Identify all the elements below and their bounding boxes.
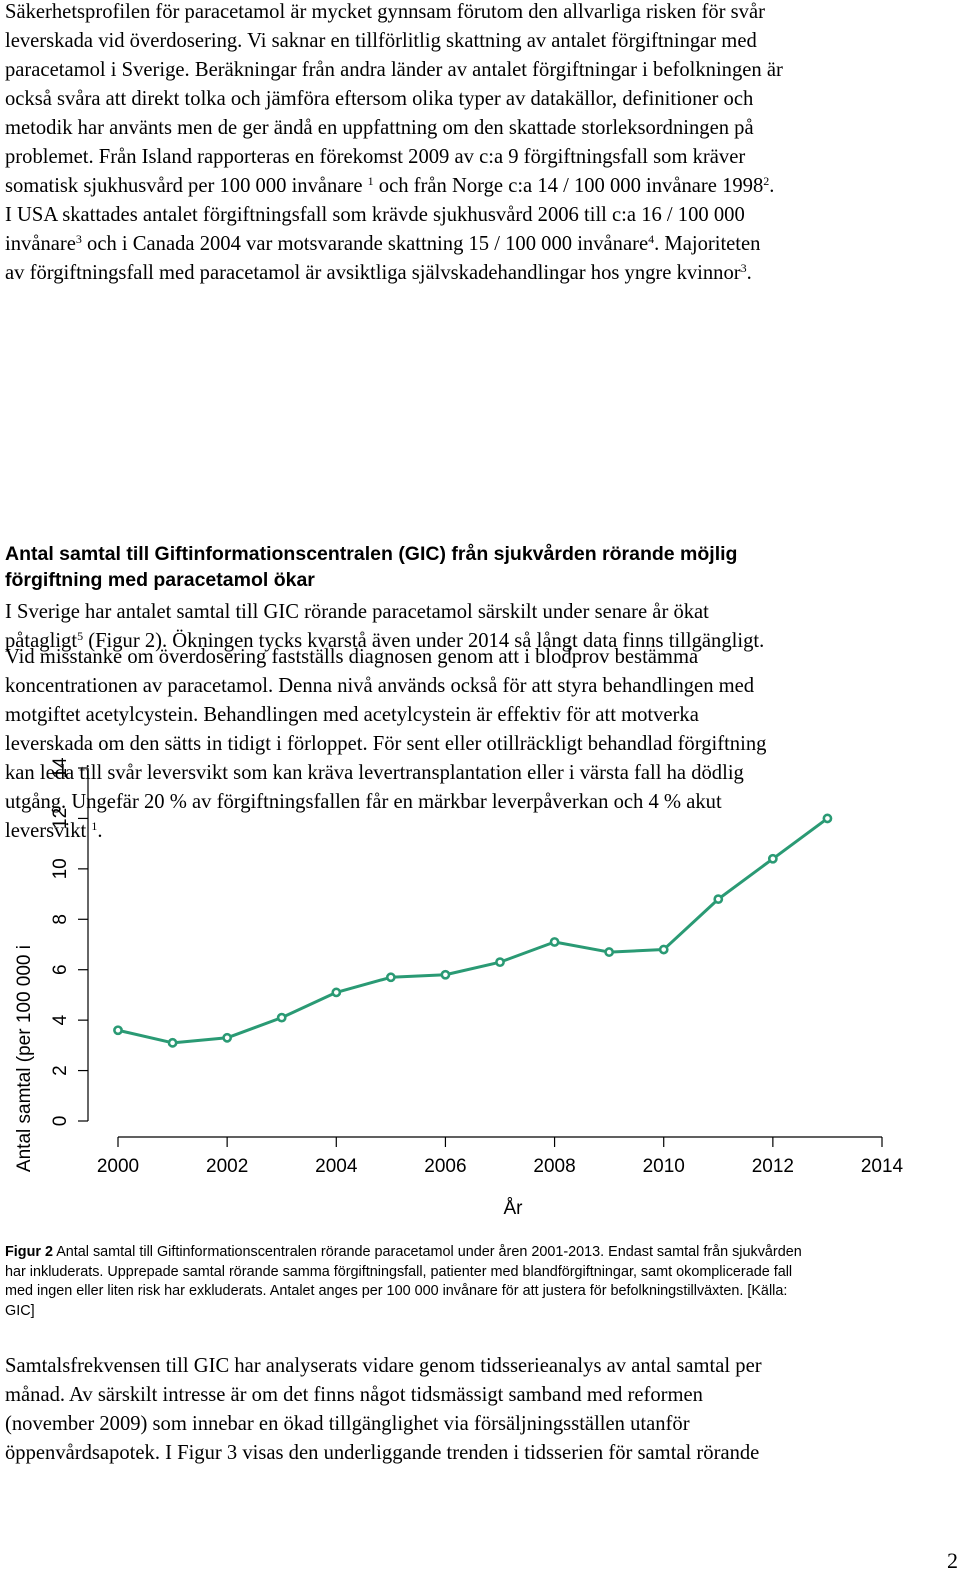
text-fragment: . Majoriteten xyxy=(654,233,761,255)
x-tick-label: 2002 xyxy=(206,1156,248,1177)
heading-line: Antal samtal till Giftinformationscentra… xyxy=(5,543,738,565)
caption-line: Figur 2 Antal samtal till Giftinformatio… xyxy=(5,1243,953,1263)
section-heading: Antal samtal till Giftinformationscentra… xyxy=(5,541,953,593)
reference-superscript: 4 xyxy=(648,232,655,246)
text-line: metodik har använts men de ger ändå en u… xyxy=(5,117,754,139)
data-point xyxy=(167,1037,178,1048)
caption-line: GIC] xyxy=(5,1302,35,1319)
x-tick-label: 2008 xyxy=(533,1156,575,1177)
data-point xyxy=(385,972,396,983)
text-line: leverskada om den sätts in tidigt i förl… xyxy=(5,733,767,755)
y-tick-label: 2 xyxy=(50,1065,71,1076)
text-line: koncentrationen av paracetamol. Denna ni… xyxy=(5,675,755,697)
text-line: också svåra att direkt tolka och jämföra… xyxy=(5,88,754,110)
data-point xyxy=(822,813,833,824)
text-line: paracetamol i Sverige. Beräkningar från … xyxy=(5,59,783,81)
caption-line: med ingen eller liten risk har exkludera… xyxy=(5,1283,788,1299)
x-tick-label: 2014 xyxy=(861,1156,904,1177)
reference-superscript: 1 xyxy=(91,819,98,833)
data-point xyxy=(495,957,505,968)
x-tick-label: 2012 xyxy=(752,1156,794,1177)
text-line: månad. Av särskilt intresse är om det fi… xyxy=(5,1384,703,1406)
x-axis-label: År xyxy=(504,1198,524,1219)
line-chart: 0 2 4 6 8 10 12 14 2000 2002 2004 2006 2008 2010 2012 2… xyxy=(14,757,904,1219)
caption-line: har inkluderats. Upprepade samtal rörand… xyxy=(5,1263,793,1280)
text-line: Samtalsfrekvensen till GIC har analysera… xyxy=(5,1355,762,1377)
text-line: I Sverige har antalet samtal till GIC rö… xyxy=(5,601,709,623)
y-tick-label: 0 xyxy=(50,1116,71,1127)
text-line: av förgiftningsfall med paracetamol är a… xyxy=(5,259,953,288)
y-tick-label: 12 xyxy=(50,808,71,829)
chart-series xyxy=(113,813,833,1048)
text-fragment: . xyxy=(769,175,775,197)
data-point xyxy=(549,937,560,947)
text-line: problemet. Från Island rapporteras en fö… xyxy=(5,146,746,168)
y-axis-label: Antal samtal (per 100 000 i xyxy=(14,945,35,1172)
reference-superscript: 3 xyxy=(740,261,747,275)
text-fragment: . xyxy=(746,262,752,284)
text-line: somatisk sjukhusvård per 100 000 invånar… xyxy=(5,172,953,201)
text-fragment: somatisk sjukhusvård per 100 000 invånar… xyxy=(5,175,368,197)
text-fragment: av förgiftningsfall med paracetamol är a… xyxy=(5,262,741,284)
x-tick-label: 2010 xyxy=(643,1156,685,1177)
data-point xyxy=(276,1012,287,1023)
text-fragment: leversvikt xyxy=(5,820,92,842)
data-point xyxy=(713,894,724,905)
text-fragment: och från Norge c:a 14 / 100 000 invånare… xyxy=(373,175,764,197)
data-point xyxy=(331,987,342,998)
data-point xyxy=(658,944,669,955)
page-number: 2 xyxy=(947,1548,958,1573)
caption-label: Figur 2 xyxy=(5,1244,53,1260)
chart-axes: 0 2 4 6 8 10 12 14 2000 2002 2004 2006 2008 2010 2012 2… xyxy=(50,757,904,1177)
text-line: utgång. Ungefär 20 % av förgiftningsfall… xyxy=(5,791,722,813)
y-tick-label: 10 xyxy=(50,858,71,879)
figure-caption: Figur 2 Antal samtal till Giftinformatio… xyxy=(5,1243,953,1321)
text-line: öppenvårdsapotek. I Figur 3 visas den un… xyxy=(5,1442,760,1464)
text-fragment: påtagligt xyxy=(5,630,78,652)
y-tick-label: 4 xyxy=(50,1014,71,1025)
paragraph-diagnosis: Vid misstanke om överdosering fastställs… xyxy=(5,643,953,846)
y-tick-label: 8 xyxy=(50,914,71,925)
text-fragment: och i Canada 2004 var motsvarande skattn… xyxy=(81,233,649,255)
data-point xyxy=(440,969,451,980)
text-fragment: Antal samtal till Giftinformationscentra… xyxy=(52,1244,802,1260)
reference-superscript: 1 xyxy=(367,174,374,188)
heading-line: förgiftning med paracetamol ökar xyxy=(5,569,315,591)
text-line: leverskada vid överdosering. Vi saknar e… xyxy=(5,30,757,52)
text-line: påtagligt5 (Figur 2). Ökningen tycks kva… xyxy=(5,627,953,656)
reference-superscript: 2 xyxy=(763,174,770,188)
x-tick-label: 2004 xyxy=(315,1156,358,1177)
text-fragment: . xyxy=(97,820,103,842)
reference-superscript: 3 xyxy=(75,232,82,246)
paragraph-analysis: Samtalsfrekvensen till GIC har analysera… xyxy=(5,1352,953,1468)
x-tick-label: 2006 xyxy=(424,1156,466,1177)
text-line: motgiftet acetylcystein. Behandlingen me… xyxy=(5,704,699,726)
paragraph-intro: Säkerhetsprofilen för paracetamol är myc… xyxy=(5,0,953,288)
text-line: leversvikt 1. xyxy=(5,817,953,846)
text-fragment: invånare xyxy=(5,233,76,255)
text-line: (november 2009) som innebar en ökad till… xyxy=(5,1413,690,1435)
x-tick-label: 2000 xyxy=(97,1156,139,1177)
y-tick-label: 14 xyxy=(50,757,71,779)
text-line: I USA skattades antalet förgiftningsfall… xyxy=(5,204,745,226)
data-point xyxy=(767,853,778,864)
text-line: Vid misstanke om överdosering fastställs… xyxy=(5,646,699,668)
text-line: invånare3 och i Canada 2004 var motsvara… xyxy=(5,230,953,259)
text-line: kan leda till svår leversvikt som kan kr… xyxy=(5,762,744,784)
data-point xyxy=(222,1032,233,1043)
paragraph-gic-calls: I Sverige har antalet samtal till GIC rö… xyxy=(5,598,953,656)
reference-superscript: 5 xyxy=(77,629,84,643)
series-line xyxy=(117,817,829,1045)
data-point xyxy=(113,1025,123,1036)
text-fragment: (Figur 2). Ökningen tycks kvarstå även u… xyxy=(83,630,765,652)
text-line: Säkerhetsprofilen för paracetamol är myc… xyxy=(5,1,765,23)
data-point xyxy=(604,947,615,957)
y-tick-label: 6 xyxy=(50,964,71,975)
